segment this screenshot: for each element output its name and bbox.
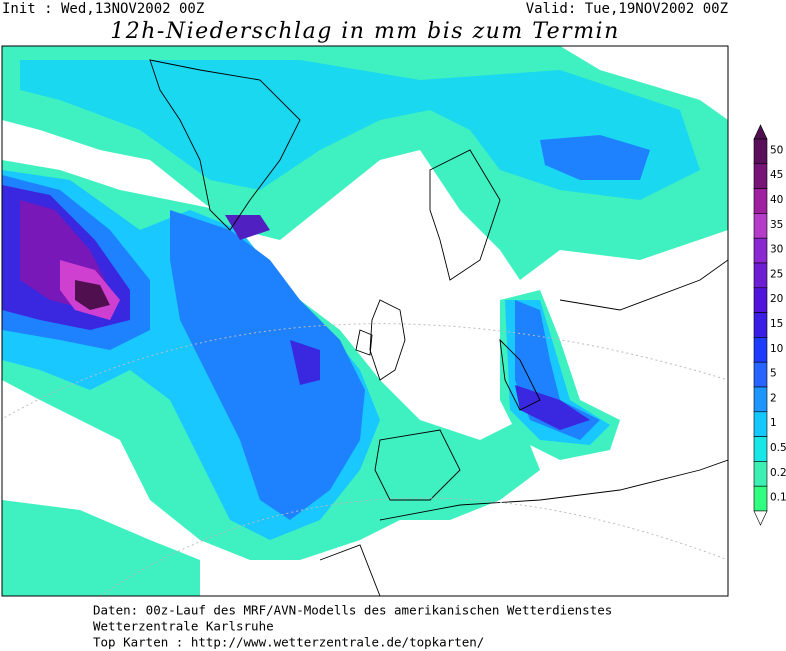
map-title: 12h-Niederschlag in mm bis zum Termin	[110, 19, 620, 44]
init-label: Init : Wed,13NOV2002 00Z	[2, 1, 204, 17]
legend-swatch	[753, 163, 768, 189]
legend-label: 0.5	[770, 442, 786, 454]
legend-swatch	[753, 386, 768, 413]
legend-swatch	[753, 213, 768, 239]
legend-swatch	[753, 138, 768, 165]
legend-top-cap	[753, 124, 768, 140]
legend-swatch	[753, 188, 768, 214]
legend-label: 0.2	[770, 467, 786, 479]
legend-label: 15	[770, 318, 783, 330]
legend-label: 5	[770, 368, 777, 380]
legend-swatch	[753, 461, 768, 487]
legend-label: 1	[770, 417, 777, 429]
legend-label: 45	[770, 169, 783, 181]
legend-swatch	[753, 411, 768, 437]
legend-label: 0.1	[770, 492, 786, 504]
legend-bottom-cap	[753, 510, 768, 526]
footer-line: Top Karten : http://www.wetterzentrale.d…	[93, 635, 484, 650]
legend-label: 10	[770, 343, 783, 355]
legend-label: 2	[770, 392, 777, 404]
legend-swatch	[753, 485, 768, 512]
footer-line: Wetterzentrale Karlsruhe	[93, 619, 274, 634]
map-area	[1, 45, 729, 597]
legend: 50 45 40 35 30 25 20 15 10 5 2 1 0.5 0.2 0.1	[753, 124, 786, 526]
map-frame	[1, 45, 729, 597]
legend-swatch	[753, 361, 768, 388]
legend-swatch	[753, 237, 768, 264]
legend-label: 20	[770, 293, 783, 305]
legend-swatch	[753, 287, 768, 313]
legend-label: 25	[770, 268, 783, 280]
footer-line: Daten: 00z-Lauf des MRF/AVN-Modells des …	[93, 603, 612, 618]
legend-swatch	[753, 262, 768, 289]
legend-swatch	[753, 337, 768, 363]
legend-label: 50	[770, 144, 783, 156]
valid-label: Valid: Tue,19NOV2002 00Z	[526, 1, 728, 17]
legend-label: 30	[770, 244, 783, 256]
legend-swatch	[753, 312, 768, 338]
legend-swatch	[753, 436, 768, 462]
legend-label: 35	[770, 219, 783, 231]
legend-label: 40	[770, 194, 783, 206]
